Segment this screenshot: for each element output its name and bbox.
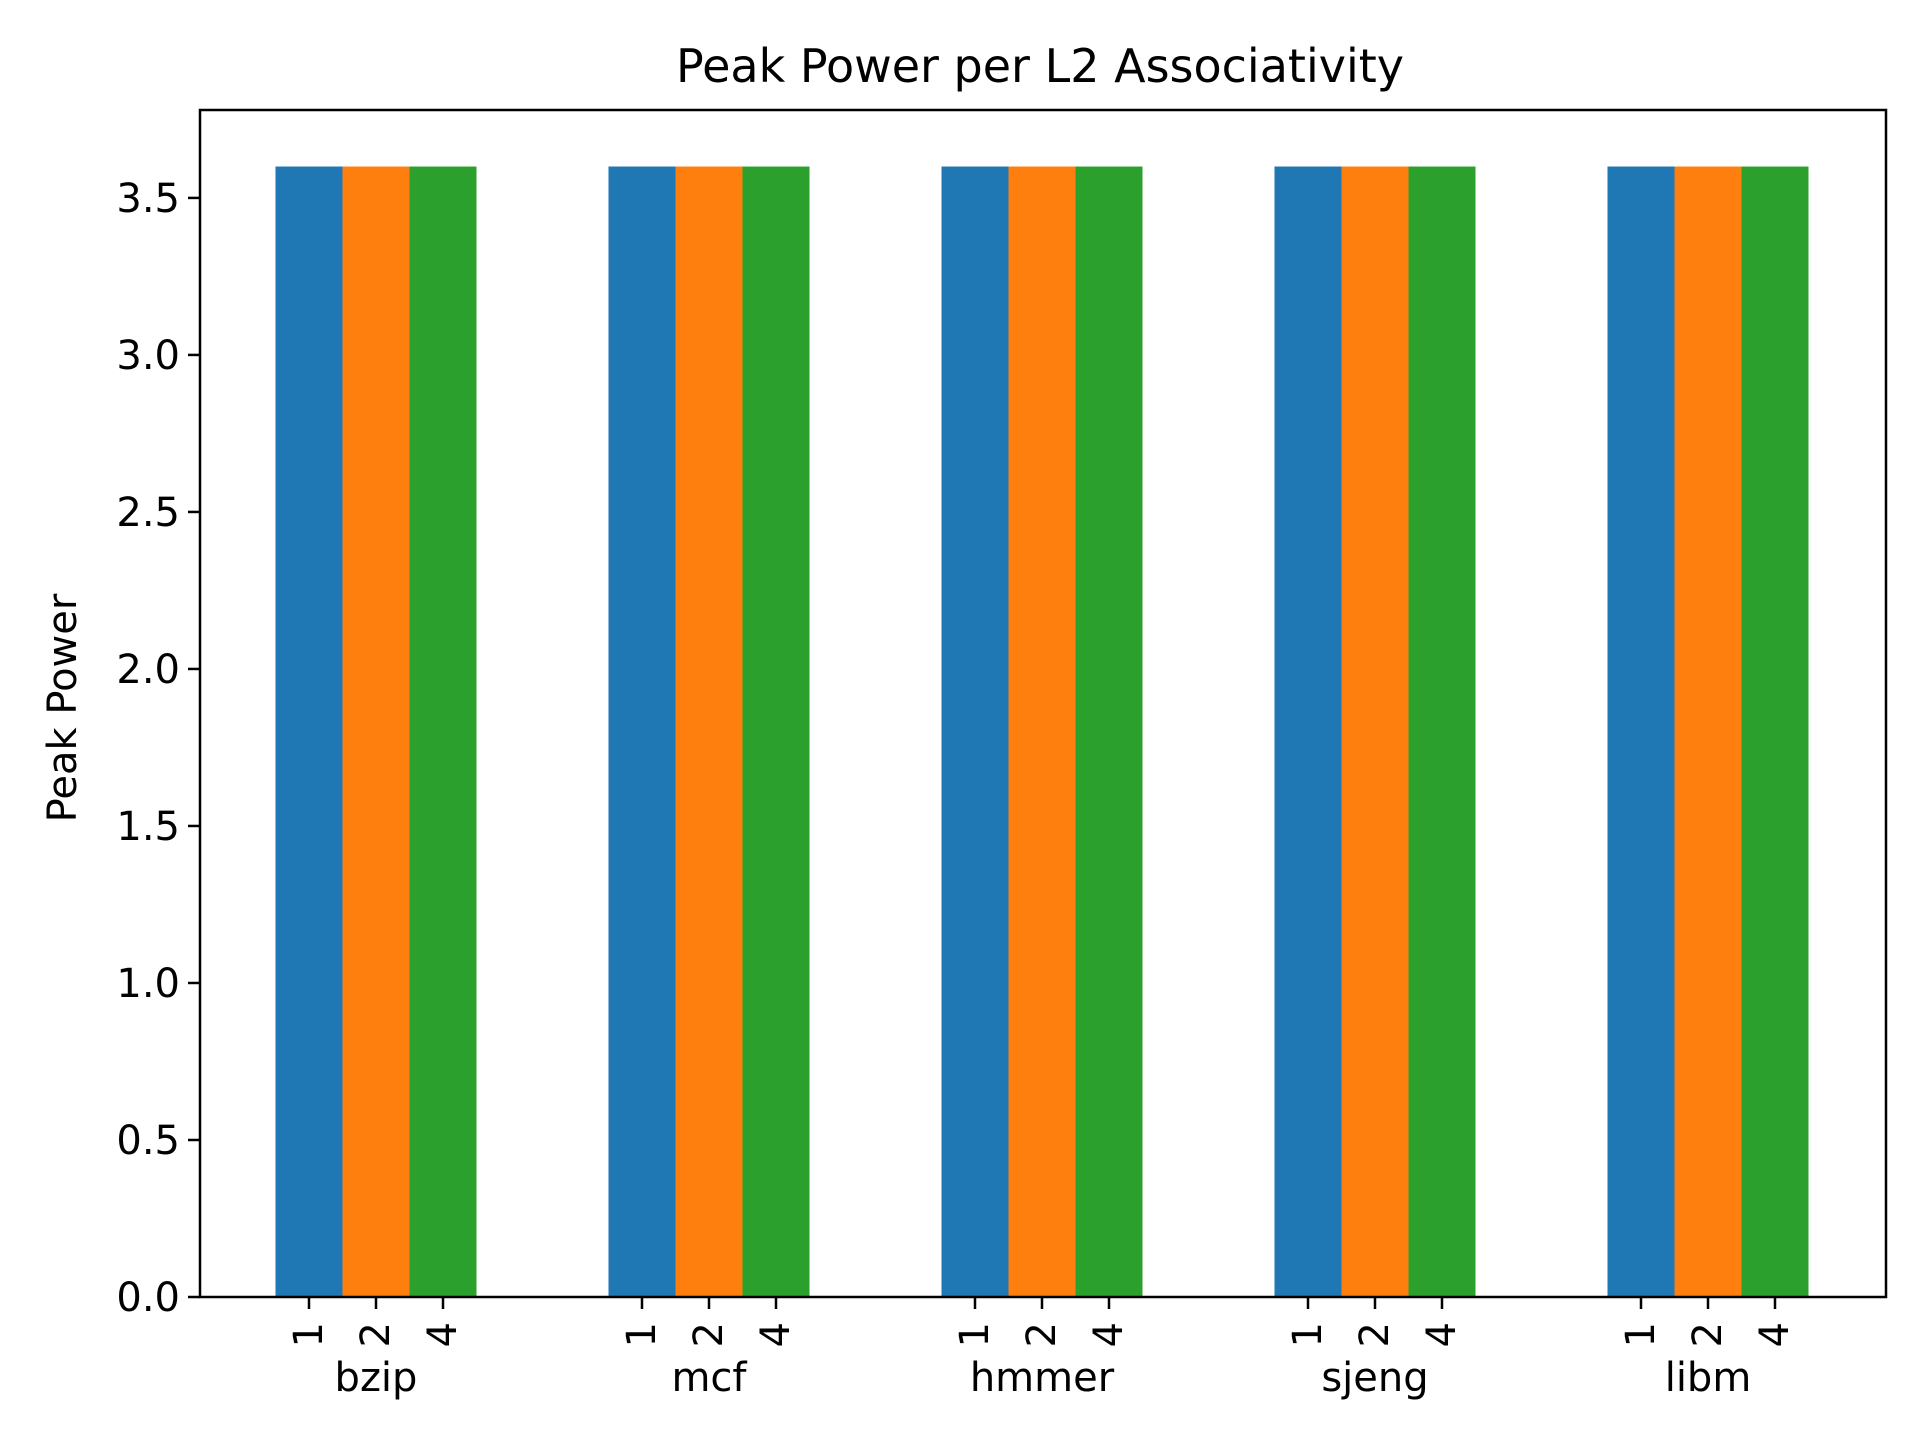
y-tick-label: 0.0 [116, 1275, 180, 1321]
bar [742, 166, 810, 1297]
bar [941, 166, 1009, 1297]
chart-title: Peak Power per L2 Associativity [676, 39, 1404, 93]
category-label: libm [1665, 1355, 1752, 1401]
x-sub-tick-label: 2 [686, 1322, 732, 1347]
bar [1341, 166, 1409, 1297]
x-sub-tick-label: 1 [952, 1322, 998, 1347]
x-sub-tick-label: 2 [353, 1322, 399, 1347]
bar [1274, 166, 1342, 1297]
x-sub-tick-label: 2 [1352, 1322, 1398, 1347]
category-label: sjeng [1321, 1355, 1428, 1401]
y-tick-label: 2.5 [116, 490, 180, 536]
y-tick-label: 3.0 [116, 333, 180, 379]
x-sub-tick-label: 4 [1752, 1322, 1798, 1347]
x-sub-tick-label: 4 [753, 1322, 799, 1347]
bar [1741, 166, 1809, 1297]
bar [1008, 166, 1076, 1297]
x-sub-tick-label: 1 [1285, 1322, 1331, 1347]
x-sub-tick-label: 1 [619, 1322, 665, 1347]
x-sub-tick-label: 1 [286, 1322, 332, 1347]
bar [409, 166, 477, 1297]
bar [1075, 166, 1143, 1297]
category-label: mcf [671, 1355, 747, 1401]
y-tick-label: 2.0 [116, 647, 180, 693]
bar [1607, 166, 1675, 1297]
bar [608, 166, 676, 1297]
bar [275, 166, 343, 1297]
x-sub-tick-label: 2 [1685, 1322, 1731, 1347]
bar [342, 166, 410, 1297]
x-sub-tick-label: 1 [1618, 1322, 1664, 1347]
bar [1674, 166, 1742, 1297]
bar [1408, 166, 1476, 1297]
x-sub-tick-label: 2 [1019, 1322, 1065, 1347]
x-sub-tick-label: 4 [420, 1322, 466, 1347]
y-tick-label: 1.5 [116, 804, 180, 850]
bar [675, 166, 743, 1297]
category-label: hmmer [970, 1355, 1115, 1401]
category-label: bzip [335, 1355, 418, 1401]
y-tick-label: 3.5 [116, 176, 180, 222]
y-tick-label: 1.0 [116, 961, 180, 1007]
y-axis-label: Peak Power [40, 593, 86, 822]
x-sub-tick-label: 4 [1419, 1322, 1465, 1347]
x-sub-tick-label: 4 [1086, 1322, 1132, 1347]
y-tick-label: 0.5 [116, 1118, 180, 1164]
